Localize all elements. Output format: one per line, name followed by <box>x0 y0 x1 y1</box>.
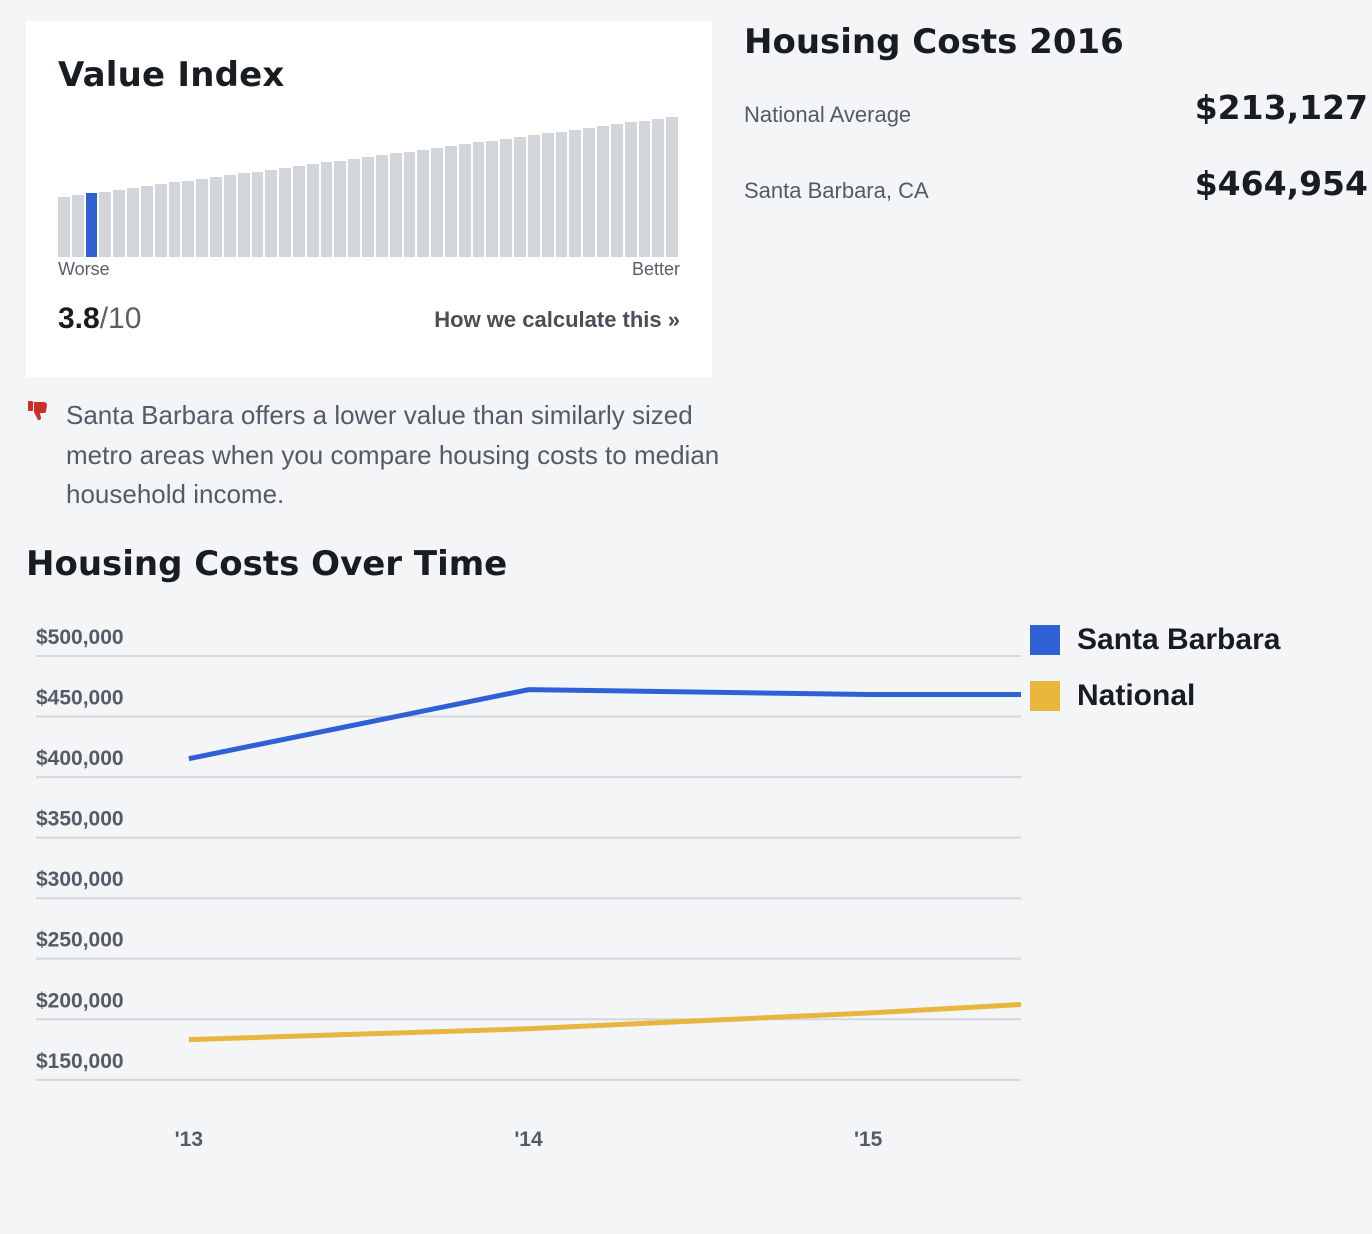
santa-barbara-value: $464,954 <box>1194 164 1368 203</box>
legend-item-santa-barbara[interactable]: Santa Barbara <box>1030 612 1280 668</box>
series-line-national <box>188 1002 1022 1043</box>
housing-costs-title: Housing Costs 2016 <box>744 22 1124 62</box>
value-index-bar <box>486 140 499 257</box>
value-index-bar <box>638 120 651 257</box>
value-index-bar <box>403 151 416 257</box>
scale-better-label: Better <box>631 259 680 279</box>
value-index-bar <box>251 171 264 257</box>
y-tick-label: $400,000 <box>36 747 124 770</box>
y-tick-label: $200,000 <box>36 989 124 1012</box>
value-index-bar <box>306 164 319 257</box>
value-index-bar <box>569 129 582 257</box>
value-index-title: Value Index <box>58 55 285 95</box>
value-score: 3.8/10 <box>58 302 141 336</box>
national-average-label: National Average <box>744 102 912 127</box>
y-tick-label: $250,000 <box>36 929 124 952</box>
note-text: Santa Barbara offers a lower value than … <box>66 400 720 509</box>
value-index-bar <box>237 173 250 257</box>
y-tick-label: $150,000 <box>36 1050 124 1073</box>
value-index-bar <box>362 157 374 257</box>
value-index-bar <box>541 133 554 257</box>
legend-label-santa-barbara: Santa Barbara <box>1077 623 1281 656</box>
value-index-bars <box>58 111 680 257</box>
value-index-bar <box>417 149 430 257</box>
value-index-bar <box>458 144 471 257</box>
value-index-bar <box>583 127 596 257</box>
value-index-bar <box>431 147 443 257</box>
value-index-bar <box>527 135 540 257</box>
value-index-bar <box>348 158 361 257</box>
value-index-bar <box>265 169 278 257</box>
value-index-bar <box>223 175 236 257</box>
x-tick-label: '14 <box>514 1128 543 1151</box>
santa-barbara-label: Santa Barbara, CA <box>744 178 929 203</box>
value-index-bar <box>334 160 347 257</box>
value-index-bar <box>154 184 167 257</box>
value-index-bar <box>182 180 195 257</box>
value-index-bar <box>168 182 181 257</box>
y-tick-label: $350,000 <box>36 808 124 831</box>
value-index-bar <box>500 138 513 257</box>
y-tick-label: $500,000 <box>36 626 124 649</box>
value-index-bar <box>127 187 139 257</box>
series-line-santa-barbara <box>188 687 1021 762</box>
value-index-bar <box>472 142 485 257</box>
chart-title: Housing Costs Over Time <box>26 544 508 584</box>
chart-legend: Santa Barbara National <box>1030 612 1280 724</box>
value-index-bar <box>666 117 678 257</box>
value-index-bar <box>85 193 98 257</box>
x-tick-label: '15 <box>854 1128 883 1151</box>
value-index-bar <box>71 195 84 257</box>
legend-label-national: National <box>1077 679 1196 712</box>
value-index-bar <box>445 146 457 257</box>
scale-worse-label: Worse <box>58 259 110 279</box>
y-tick-label: $300,000 <box>36 868 124 891</box>
value-index-bar <box>514 137 526 257</box>
value-index-bar <box>292 166 305 257</box>
value-index-bar <box>597 126 609 257</box>
value-index-bar <box>58 197 70 257</box>
thumbs-down-icon <box>28 401 47 420</box>
score-max: /10 <box>99 302 142 335</box>
value-index-bar <box>610 124 623 257</box>
value-index-bar <box>555 131 568 257</box>
value-index-bar <box>375 155 388 257</box>
value-index-bar <box>196 178 209 257</box>
score-value: 3.8 <box>58 302 100 335</box>
value-index-bar <box>389 153 402 257</box>
value-index-bar <box>210 177 222 257</box>
housing-costs-chart: $500,000 $450,000 $400,000 $350,000 $300,000… <box>36 626 1022 1151</box>
y-tick-label: $450,000 <box>36 687 124 710</box>
value-index-card: Value Index Worse Better 3.8/10 How we c… <box>26 21 712 377</box>
x-tick-label: '13 <box>175 1128 203 1151</box>
legend-swatch-national <box>1030 681 1060 711</box>
value-index-bar <box>140 186 153 257</box>
value-index-bar <box>652 118 665 257</box>
value-index-bar <box>624 122 637 257</box>
value-index-bar <box>113 189 126 257</box>
value-index-bar <box>320 162 333 257</box>
value-index-bar <box>99 191 112 257</box>
legend-item-national[interactable]: National <box>1030 668 1280 724</box>
national-average-value: $213,127 <box>1194 88 1368 127</box>
how-we-calculate-link[interactable]: How we calculate this » <box>434 307 680 332</box>
value-index-bar <box>279 167 291 257</box>
legend-swatch-santa-barbara <box>1030 625 1060 655</box>
